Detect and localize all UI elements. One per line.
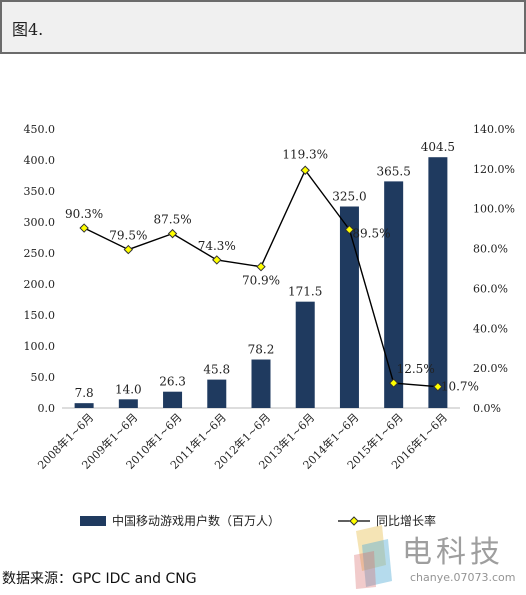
bar — [118, 399, 138, 408]
growth-rate-label: 89.5% — [352, 227, 390, 241]
y-right-tick-label: 140.0% — [473, 123, 515, 136]
legend-bar-swatch — [80, 516, 106, 526]
bar-value-label: 7.8 — [75, 386, 94, 400]
growth-rate-point — [344, 224, 355, 235]
bar — [339, 206, 359, 408]
bar-value-label: 171.5 — [288, 285, 322, 299]
y-left-tick-label: 150.0 — [24, 309, 56, 322]
bar — [428, 157, 448, 408]
y-left-tick-label: 450.0 — [24, 123, 56, 136]
combo-chart: 0.0 50.0 100.0 150.0 200.0 250.0 300.0 350.0 400… — [24, 123, 515, 528]
y-left-tick-label: 0.0 — [38, 402, 56, 415]
growth-rate-point — [212, 255, 222, 265]
bar — [74, 403, 94, 408]
growth-rate-label: 87.5% — [153, 213, 191, 227]
growth-rate-label: 12.5% — [397, 362, 435, 376]
y-left-tick-label: 50.0 — [31, 371, 56, 384]
y-right-tick-label: 100.0% — [473, 203, 515, 216]
bar-value-label: 14.0 — [115, 382, 142, 396]
data-source-note: 数据来源：GPC IDC and CNG — [2, 571, 197, 587]
bar-value-label: 365.5 — [376, 164, 410, 178]
bar-value-label: 45.8 — [203, 363, 230, 377]
growth-rate-point — [433, 381, 443, 392]
bar-value-label: 404.5 — [421, 140, 455, 154]
legend-line-label: 同比增长率 — [376, 513, 436, 528]
bar — [251, 359, 271, 408]
y-left-tick-label: 250.0 — [24, 247, 56, 260]
legend-bar-label: 中国移动游戏用户数（百万人） — [112, 513, 280, 528]
figure-label: 图4. — [12, 20, 44, 39]
watermark-name: 电科技 — [402, 535, 504, 570]
growth-rate-point — [388, 378, 399, 388]
legend-line-marker — [349, 516, 359, 526]
watermark: 电科技 chanye.07073.com — [352, 525, 524, 591]
y-left-tick-label: 400.0 — [24, 154, 56, 167]
growth-rate-point — [79, 223, 89, 233]
watermark-logo-icon — [354, 525, 392, 589]
growth-rate-label: 90.3% — [65, 207, 103, 221]
bar — [295, 301, 315, 408]
figure-header: 图4. — [0, 0, 526, 54]
y-left-tick-label: 200.0 — [24, 278, 56, 291]
bar — [163, 391, 183, 408]
growth-rate-label: 74.3% — [198, 239, 236, 253]
bar — [207, 379, 227, 408]
growth-rate-point — [300, 165, 310, 175]
growth-rate-label: 10.7% — [441, 380, 479, 394]
watermark-url: chanye.07073.com — [410, 571, 516, 584]
growth-rate-point — [256, 261, 266, 272]
y-left-tick-label: 100.0 — [24, 340, 56, 353]
growth-rate-label: 70.9% — [242, 274, 280, 288]
bar-value-label: 26.3 — [159, 375, 186, 389]
growth-rate-label: 79.5% — [109, 229, 147, 243]
bar — [384, 181, 404, 408]
bar-value-label: 325.0 — [332, 190, 366, 204]
y-right-tick-label: 120.0% — [473, 163, 515, 176]
growth-rate-point — [123, 244, 134, 255]
y-right-tick-label: 40.0% — [473, 322, 508, 335]
y-left-tick-label: 300.0 — [24, 216, 56, 229]
y-right-tick-label: 20.0% — [473, 362, 508, 375]
y-right-tick-label: 0.0% — [473, 402, 501, 415]
y-right-tick-label: 80.0% — [473, 243, 508, 256]
growth-rate-label: 119.3% — [282, 147, 328, 161]
y-right-tick-label: 60.0% — [473, 282, 508, 295]
y-left-tick-label: 350.0 — [24, 185, 56, 198]
bar-value-label: 78.2 — [248, 343, 275, 357]
growth-rate-point — [167, 228, 178, 239]
